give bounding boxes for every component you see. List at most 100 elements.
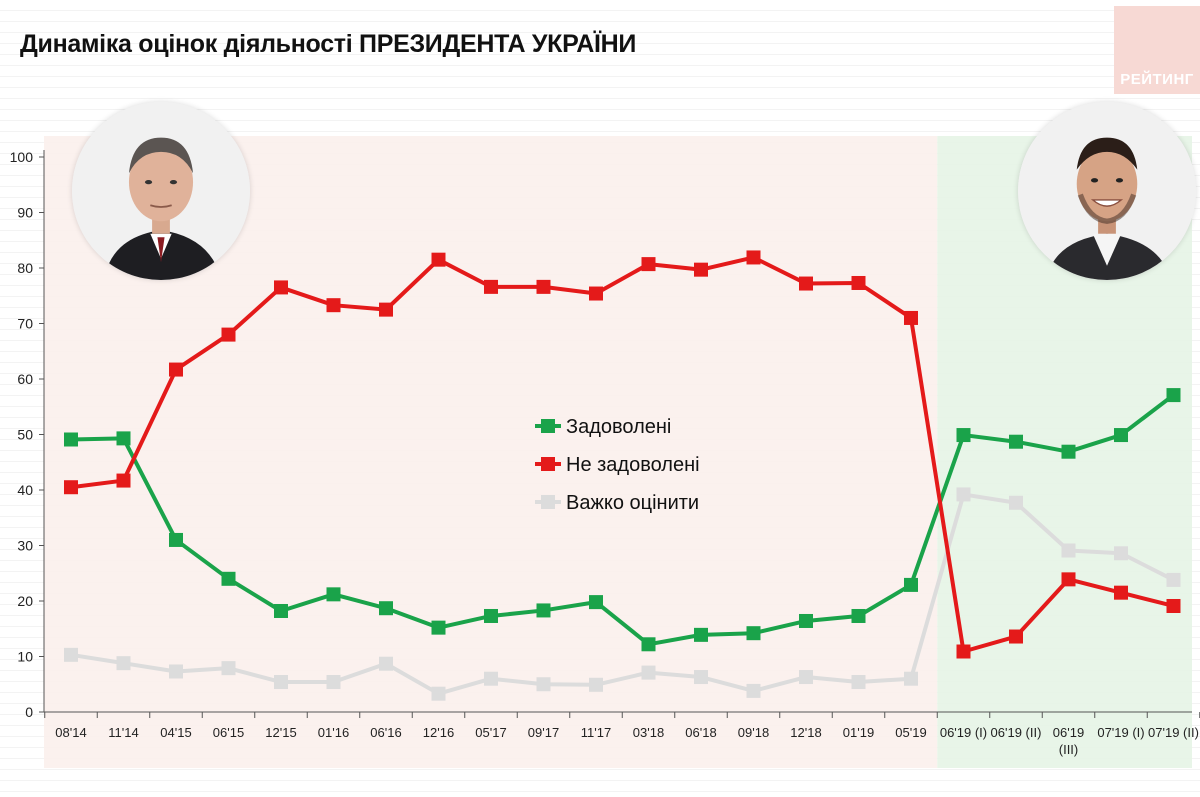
legend-label: Важко оцінити <box>566 492 699 514</box>
series-3 <box>64 487 1181 701</box>
data-point <box>1114 585 1128 600</box>
data-point <box>799 276 813 291</box>
x-tick-label: 12'15 <box>265 725 296 740</box>
x-tick-label: 05'17 <box>475 725 506 740</box>
data-point <box>221 661 236 676</box>
legend-swatch <box>541 495 555 509</box>
data-point <box>484 279 498 294</box>
data-point <box>379 601 393 616</box>
person-photo-left <box>72 102 250 280</box>
x-tick-label: 12'18 <box>790 725 821 740</box>
x-tick-label: 06'19 (I) <box>940 725 987 740</box>
x-tick-label: 01'19 <box>843 725 874 740</box>
data-point <box>851 608 866 623</box>
data-point <box>1061 543 1076 558</box>
data-point <box>431 620 446 635</box>
x-tick-label: 04'15 <box>160 725 191 740</box>
x-tick-label: 08'14 <box>55 725 86 740</box>
y-tick-label: 0 <box>25 704 33 720</box>
x-tick-label: 07'19 (II) <box>1148 725 1199 740</box>
data-point <box>536 677 551 692</box>
brand-logo-text: РЕЙТИНГ <box>1120 71 1194 88</box>
data-point <box>484 608 498 623</box>
data-point <box>799 613 813 628</box>
data-point <box>64 432 78 447</box>
series-lines <box>64 250 1181 701</box>
data-point <box>536 603 551 618</box>
data-point <box>1166 598 1181 613</box>
data-point <box>64 647 78 662</box>
legend-label: Задоволені <box>566 416 671 438</box>
y-tick-label: 10 <box>17 649 33 665</box>
data-point <box>116 431 131 446</box>
data-point <box>1009 495 1023 510</box>
chart-legend: Задоволені Не задоволені Важко оцінити <box>535 416 700 514</box>
data-point <box>379 302 393 317</box>
x-tick-label: 09'17 <box>528 725 559 740</box>
data-point <box>1114 428 1128 443</box>
data-point <box>641 665 656 680</box>
y-tick-label: 20 <box>17 593 33 609</box>
data-point <box>1009 434 1023 449</box>
page-title: Динаміка оцінок діяльності ПРЕЗИДЕНТА УК… <box>20 30 637 58</box>
data-point <box>956 487 971 502</box>
series-2 <box>64 250 1181 659</box>
x-tick-label: 11'17 <box>581 725 611 740</box>
data-point <box>1061 444 1076 459</box>
data-point <box>589 595 603 610</box>
data-point <box>169 362 183 377</box>
data-point <box>851 275 866 290</box>
data-point <box>1009 629 1023 644</box>
data-point <box>221 327 236 342</box>
brand-logo: РЕЙТИНГ <box>1114 6 1200 94</box>
legend-swatch <box>541 457 555 471</box>
data-point <box>956 644 971 659</box>
x-tick-label: 06'19 (II) <box>991 725 1042 740</box>
data-point <box>379 656 393 671</box>
data-point <box>904 577 918 592</box>
data-point <box>1166 572 1181 587</box>
data-point <box>851 675 866 690</box>
legend-label: Не задоволені <box>566 454 700 476</box>
data-point <box>274 675 288 690</box>
x-tick-label: 12'16 <box>423 725 454 740</box>
series-line <box>70 393 1175 647</box>
x-tick-label: (III) <box>1059 742 1079 757</box>
data-point <box>799 670 813 685</box>
data-point <box>431 686 446 701</box>
x-tick-label: 06'19 <box>1053 725 1084 740</box>
data-point <box>641 637 656 652</box>
data-point <box>274 603 288 618</box>
person-photo-right <box>1018 102 1196 280</box>
y-tick-label: 60 <box>17 371 33 387</box>
data-point <box>694 627 708 642</box>
data-point <box>746 626 761 641</box>
legend-swatch <box>541 419 555 433</box>
series-line <box>70 255 1174 654</box>
y-tick-label: 80 <box>17 260 33 276</box>
data-point <box>484 671 498 686</box>
y-tick-label: 90 <box>17 205 33 221</box>
data-point <box>746 683 761 698</box>
data-point <box>746 250 761 265</box>
data-point <box>326 587 341 602</box>
series-line <box>70 492 1175 696</box>
data-point <box>431 252 446 267</box>
data-point <box>904 310 918 325</box>
data-point <box>326 298 341 313</box>
series-1 <box>64 388 1181 652</box>
x-tick-label: 03'18 <box>633 725 664 740</box>
data-point <box>326 675 341 690</box>
x-tick-label: 06'18 <box>685 725 716 740</box>
data-point <box>1166 388 1181 403</box>
x-tick-label: 06'15 <box>213 725 244 740</box>
y-tick-label: 100 <box>10 149 34 165</box>
x-tick-label: 05'19 <box>895 725 926 740</box>
data-point <box>904 671 918 686</box>
data-point <box>116 656 131 671</box>
data-point <box>64 480 78 495</box>
x-tick-label: 06'16 <box>370 725 401 740</box>
data-point <box>694 262 708 277</box>
axes <box>43 150 1192 713</box>
x-tick-label: 01'16 <box>318 725 349 740</box>
